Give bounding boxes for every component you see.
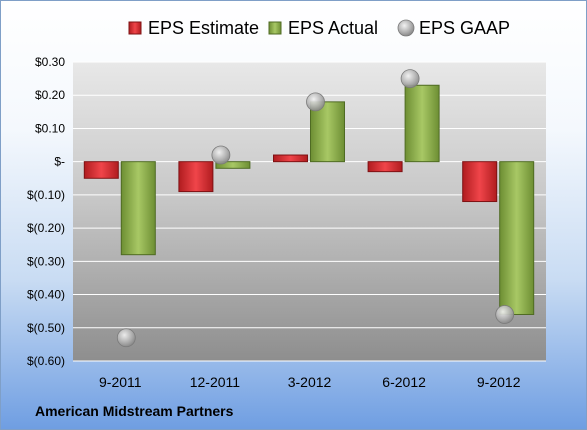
x-tick-label: 3-2012: [288, 374, 332, 390]
y-tick-label: $(0.10): [27, 188, 65, 202]
bar-eps-estimate-12-2011: [178, 161, 214, 193]
y-tick-label: $(0.50): [27, 321, 65, 335]
bar-eps-estimate-9-2012: [462, 161, 498, 203]
legend: EPS Estimate EPS Actual EPS GAAP: [128, 18, 510, 38]
bar-eps-actual-6-2012: [404, 84, 440, 163]
y-tick-label: $0.30: [35, 55, 65, 69]
x-tick-label: 9-2011: [99, 374, 142, 390]
y-tick-label: $-: [54, 155, 65, 169]
bar-eps-actual-9-2012: [499, 161, 535, 315]
bar-eps-estimate-6-2012: [367, 161, 403, 173]
y-tick-label: $0.20: [35, 88, 65, 102]
marker-eps-gaap-9-2011: [116, 328, 136, 348]
x-tick-label: 9-2012: [477, 374, 521, 390]
x-tick-label: 6-2012: [382, 374, 426, 390]
y-tick-label: $(0.30): [27, 254, 65, 268]
y-tick-label: $0.10: [35, 121, 65, 135]
marker-eps-gaap-6-2012: [400, 69, 420, 89]
company-name: American Midstream Partners: [35, 403, 234, 419]
bar-eps-actual-12-2011: [215, 161, 251, 169]
marker-eps-gaap-9-2012: [495, 305, 515, 324]
y-tick-label: $(0.20): [27, 221, 65, 235]
legend-swatch-eps-actual: [268, 21, 282, 35]
y-tick-label: $(0.40): [27, 288, 65, 302]
y-tick-label: $(0.60): [27, 354, 65, 368]
marker-eps-gaap-3-2012: [306, 92, 325, 112]
legend-label-eps-estimate: EPS Estimate: [148, 18, 259, 38]
bar-eps-estimate-9-2011: [83, 161, 119, 179]
x-axis-ticks: 9-2011 12-2011 3-2012 6-2012 9-2012: [99, 374, 521, 390]
gaap-markers: [116, 69, 515, 348]
bars: [83, 84, 535, 315]
bar-eps-actual-3-2012: [310, 101, 345, 163]
legend-swatch-eps-estimate: [128, 21, 142, 35]
x-tick-label: 12-2011: [190, 374, 241, 390]
legend-label-eps-gaap: EPS GAAP: [419, 18, 510, 38]
bar-eps-actual-9-2011: [120, 161, 156, 256]
y-axis-ticks: $0.30 $0.20 $0.10 $- $(0.10) $(0.20) $(0.30) $(…: [27, 55, 65, 368]
legend-swatch-eps-gaap: [397, 19, 415, 37]
legend-label-eps-actual: EPS Actual: [288, 18, 378, 38]
bar-eps-estimate-3-2012: [273, 154, 308, 163]
marker-eps-gaap-12-2011: [211, 145, 231, 165]
